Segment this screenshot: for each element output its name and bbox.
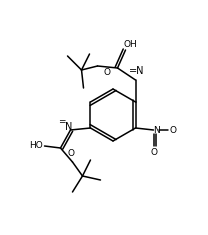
Text: O: O (169, 125, 176, 134)
Text: HO: HO (30, 141, 43, 150)
Text: O: O (150, 148, 157, 157)
Text: OH: OH (124, 39, 137, 48)
Text: N: N (65, 122, 72, 132)
Text: O: O (103, 67, 110, 77)
Text: =: = (58, 118, 65, 126)
Text: O: O (68, 149, 75, 157)
Text: =N: =N (129, 66, 144, 76)
Text: N: N (153, 125, 160, 134)
